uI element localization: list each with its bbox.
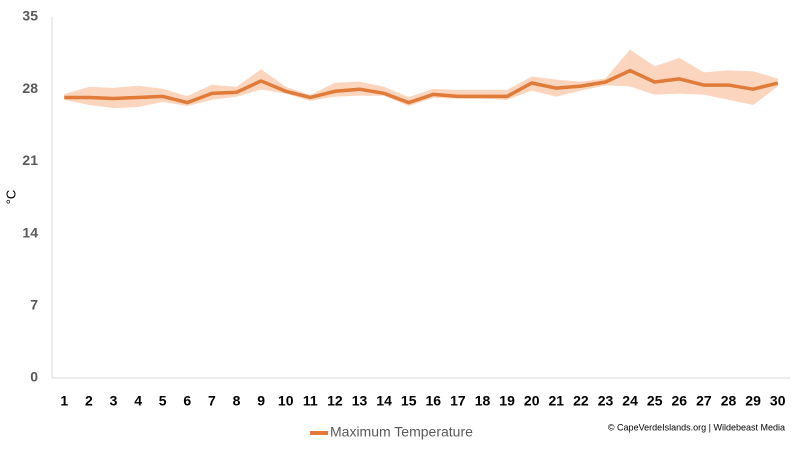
legend-label: Maximum Temperature xyxy=(330,424,473,440)
x-tick-label: 18 xyxy=(475,393,491,409)
x-tick-label: 5 xyxy=(159,393,167,409)
range-band xyxy=(678,57,705,95)
x-tick-label: 2 xyxy=(85,393,93,409)
x-tick-label: 6 xyxy=(183,393,191,409)
x-tick-label: 1 xyxy=(60,393,68,409)
y-axis-label: °C xyxy=(3,190,18,205)
x-tick-label: 25 xyxy=(647,393,663,409)
x-tick-label: 28 xyxy=(721,393,737,409)
y-tick-label: 35 xyxy=(22,8,38,24)
x-tick-label: 10 xyxy=(278,393,294,409)
x-tick-label: 17 xyxy=(450,393,466,409)
x-tick-label: 4 xyxy=(134,393,142,409)
x-tick-label: 15 xyxy=(401,393,417,409)
x-tick-label: 30 xyxy=(770,393,786,409)
x-tick-label: 24 xyxy=(622,393,638,409)
x-tick-label: 7 xyxy=(208,393,216,409)
range-band xyxy=(752,71,779,106)
x-tick-label: 20 xyxy=(524,393,540,409)
x-tick-label: 8 xyxy=(233,393,241,409)
x-tick-label: 27 xyxy=(696,393,712,409)
line xyxy=(64,68,779,105)
x-tick-label: 9 xyxy=(257,393,265,409)
y-tick-label: 7 xyxy=(30,297,38,313)
range-band xyxy=(654,57,680,95)
x-tick-label: 19 xyxy=(499,393,515,409)
y-tick-label: 14 xyxy=(22,224,38,240)
x-tick-label: 3 xyxy=(110,393,118,409)
x-tick-label: 26 xyxy=(672,393,688,409)
y-tick-label: 0 xyxy=(30,369,38,385)
x-tick-label: 22 xyxy=(573,393,589,409)
x-tick-label: 16 xyxy=(426,393,442,409)
x-tick-label: 23 xyxy=(598,393,614,409)
x-tick-label: 21 xyxy=(549,393,565,409)
x-tick-label: 29 xyxy=(745,393,761,409)
y-tick-label: 28 xyxy=(22,80,38,96)
y-tick-label: 21 xyxy=(22,152,38,168)
source-note: © CapeVerdeIslands.org | Wildebeast Medi… xyxy=(608,422,785,432)
x-tick-label: 13 xyxy=(352,393,368,409)
x-tick-label: 14 xyxy=(376,393,392,409)
x-tick-label: 12 xyxy=(327,393,343,409)
x-tick-label: 11 xyxy=(303,393,318,409)
